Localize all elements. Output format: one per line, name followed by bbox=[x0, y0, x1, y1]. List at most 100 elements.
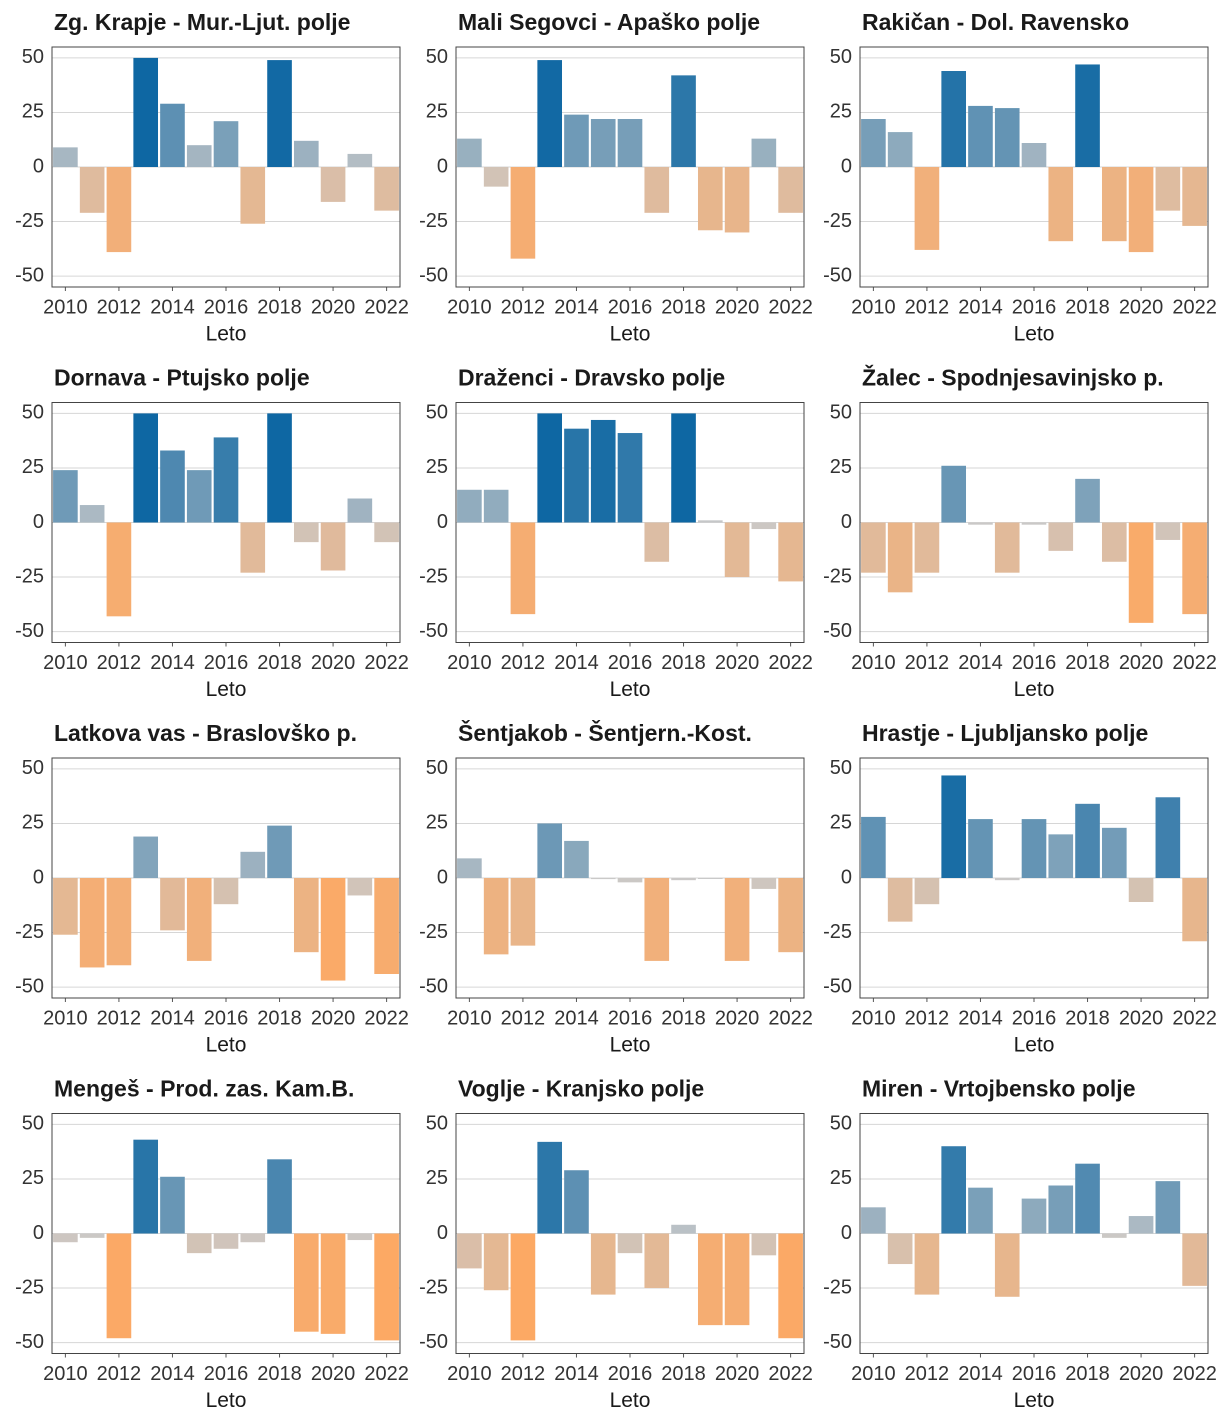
x-tick-label: 2012 bbox=[501, 1363, 546, 1385]
plot-border bbox=[455, 757, 805, 999]
bar bbox=[724, 522, 750, 578]
bar bbox=[374, 878, 399, 974]
y-tick-label: -50 bbox=[823, 1331, 852, 1353]
x-tick-label: 2018 bbox=[257, 1363, 302, 1385]
y-tick-label: -50 bbox=[15, 975, 44, 997]
bar bbox=[457, 489, 482, 523]
plot-border bbox=[51, 757, 401, 999]
bar bbox=[53, 878, 78, 935]
x-tick-label: 2012 bbox=[905, 1007, 950, 1029]
x-tick-label: 2022 bbox=[768, 296, 813, 318]
y-tick-label: 25 bbox=[426, 101, 448, 123]
panel: Hrastje - Ljubljansko polje -50 -25 0 25 50 20… bbox=[823, 720, 1216, 1056]
y-tick-label: 25 bbox=[426, 812, 448, 834]
x-tick-label: 2022 bbox=[768, 652, 813, 674]
bar bbox=[1155, 1181, 1181, 1234]
bar bbox=[671, 75, 696, 167]
x-tick-label: 2016 bbox=[204, 296, 249, 318]
x-tick-label: 2020 bbox=[311, 1363, 356, 1385]
x-tick-label: 2016 bbox=[1012, 1007, 1057, 1029]
x-tick-label: 2018 bbox=[1065, 1007, 1110, 1029]
y-tick-label: 50 bbox=[830, 402, 852, 424]
x-axis-label: Leto bbox=[206, 323, 247, 346]
bar bbox=[1021, 522, 1047, 525]
x-tick-label: 2016 bbox=[1012, 652, 1057, 674]
x-tick-label: 2014 bbox=[958, 652, 1003, 674]
bar bbox=[1048, 522, 1074, 551]
x-tick-label: 2020 bbox=[1119, 1007, 1164, 1029]
bar bbox=[1075, 1163, 1100, 1234]
bar bbox=[186, 145, 212, 167]
bar bbox=[1128, 878, 1154, 902]
bar bbox=[968, 105, 993, 167]
chart-title: Žalec - Spodnjesavinjsko p. bbox=[862, 364, 1164, 391]
y-tick-label: 50 bbox=[830, 1113, 852, 1135]
bar bbox=[374, 522, 399, 543]
x-tick-label: 2018 bbox=[661, 296, 706, 318]
panel: Mali Segovci - Apaško polje -50 -25 0 25 50 20… bbox=[419, 9, 813, 345]
bar bbox=[887, 878, 913, 922]
x-axis-label: Leto bbox=[610, 1034, 651, 1057]
x-tick-label: 2012 bbox=[97, 652, 142, 674]
bar bbox=[160, 878, 185, 931]
x-tick-label: 2016 bbox=[608, 296, 653, 318]
bar bbox=[537, 1141, 563, 1234]
plot-border bbox=[51, 46, 401, 288]
bar bbox=[213, 121, 239, 167]
bar bbox=[1128, 522, 1154, 623]
x-tick-label: 2018 bbox=[661, 1007, 706, 1029]
y-tick-label: 25 bbox=[426, 456, 448, 478]
bar bbox=[590, 878, 616, 880]
bar bbox=[671, 878, 696, 881]
bar bbox=[510, 878, 536, 946]
bar bbox=[994, 108, 1020, 167]
y-tick-label: -50 bbox=[419, 264, 448, 286]
x-tick-label: 2010 bbox=[851, 1007, 896, 1029]
x-tick-label: 2016 bbox=[1012, 1363, 1057, 1385]
bar bbox=[941, 71, 967, 167]
x-tick-label: 2012 bbox=[905, 1363, 950, 1385]
x-tick-label: 2012 bbox=[905, 296, 950, 318]
bar bbox=[510, 522, 536, 615]
x-axis-label: Leto bbox=[610, 678, 651, 701]
y-tick-label: 50 bbox=[830, 46, 852, 68]
y-tick-label: 25 bbox=[22, 101, 44, 123]
bar bbox=[240, 167, 266, 224]
bar bbox=[483, 489, 509, 523]
bar bbox=[1182, 878, 1207, 942]
bar bbox=[267, 1159, 292, 1234]
y-tick-label: 0 bbox=[841, 866, 852, 888]
bar bbox=[994, 1233, 1020, 1297]
chart-title: Latkova vas - Braslovško p. bbox=[54, 720, 357, 746]
y-tick-label: 25 bbox=[22, 456, 44, 478]
bar bbox=[483, 1233, 509, 1291]
panel: Dornava - Ptujsko polje -50 -25 0 25 50 2010 20… bbox=[15, 365, 409, 701]
x-tick-label: 2016 bbox=[608, 1363, 653, 1385]
x-tick-label: 2012 bbox=[501, 296, 546, 318]
bar bbox=[564, 1170, 589, 1234]
x-tick-label: 2020 bbox=[715, 1007, 760, 1029]
bar bbox=[861, 1207, 886, 1234]
x-tick-label: 2022 bbox=[364, 1363, 409, 1385]
x-tick-label: 2014 bbox=[150, 296, 195, 318]
x-tick-label: 2010 bbox=[851, 296, 896, 318]
bar bbox=[724, 167, 750, 233]
y-tick-label: 50 bbox=[22, 757, 44, 779]
plot-border bbox=[859, 757, 1209, 999]
y-tick-label: 0 bbox=[437, 1222, 448, 1244]
y-tick-label: 0 bbox=[437, 866, 448, 888]
y-tick-label: 50 bbox=[22, 1113, 44, 1135]
y-tick-label: -25 bbox=[15, 921, 44, 943]
bar bbox=[53, 1233, 78, 1243]
bar bbox=[1021, 143, 1047, 167]
x-tick-label: 2018 bbox=[257, 296, 302, 318]
x-tick-label: 2022 bbox=[1172, 1363, 1216, 1385]
y-tick-label: 25 bbox=[830, 812, 852, 834]
y-tick-label: -25 bbox=[823, 565, 852, 587]
x-tick-label: 2012 bbox=[501, 1007, 546, 1029]
y-tick-label: -50 bbox=[823, 975, 852, 997]
y-tick-label: -25 bbox=[419, 565, 448, 587]
bar bbox=[186, 878, 212, 961]
x-tick-label: 2014 bbox=[958, 1363, 1003, 1385]
